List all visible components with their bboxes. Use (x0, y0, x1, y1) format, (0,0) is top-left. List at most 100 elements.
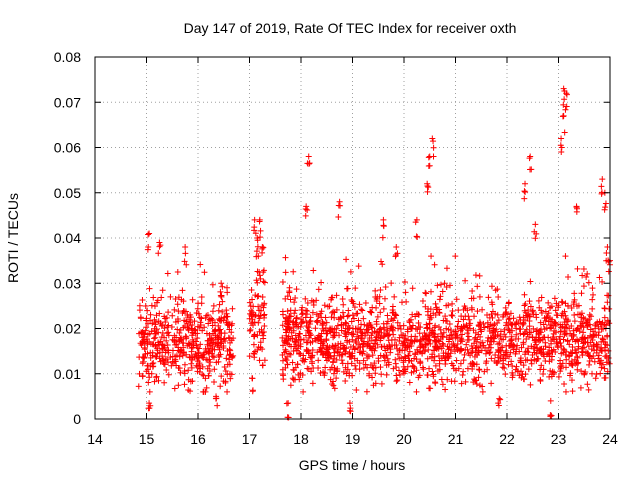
data-point (455, 318, 462, 325)
data-point (584, 270, 591, 277)
data-point (152, 330, 159, 337)
data-point (424, 372, 431, 379)
data-point (165, 371, 172, 378)
data-point (432, 300, 439, 307)
data-point (200, 351, 207, 358)
data-point (592, 375, 599, 382)
data-point (386, 341, 393, 348)
data-point (526, 298, 533, 305)
data-point (393, 372, 400, 379)
data-point (449, 300, 456, 307)
data-point (531, 356, 538, 363)
x-tick-label: 23 (551, 431, 567, 447)
data-point (155, 377, 162, 384)
data-point (229, 320, 236, 327)
x-tick-label: 18 (293, 431, 309, 447)
data-point (540, 321, 547, 328)
data-point (551, 327, 558, 334)
data-point (577, 322, 584, 329)
data-point (487, 349, 494, 356)
data-point (187, 314, 194, 321)
data-point (543, 325, 550, 332)
data-point (396, 371, 403, 378)
data-point (564, 317, 571, 324)
data-point (181, 323, 188, 330)
data-point (205, 349, 212, 356)
data-point (403, 298, 410, 305)
data-point (183, 351, 190, 358)
data-point (520, 362, 527, 369)
data-point (453, 357, 460, 364)
data-point (492, 352, 499, 359)
data-point (150, 294, 157, 301)
data-point (549, 368, 556, 375)
data-point (561, 96, 568, 103)
data-point (297, 343, 304, 350)
data-point (494, 341, 501, 348)
data-point (219, 298, 226, 305)
data-point (216, 301, 223, 308)
data-point (464, 307, 471, 314)
data-point (446, 282, 453, 289)
data-point (297, 372, 304, 379)
data-point (485, 334, 492, 341)
data-point (526, 333, 533, 340)
data-point (598, 347, 605, 354)
data-point (286, 313, 293, 320)
data-point (503, 322, 510, 329)
data-point (507, 342, 514, 349)
data-point (527, 278, 534, 285)
data-point (222, 379, 229, 386)
data-point (408, 337, 415, 344)
data-point (505, 316, 512, 323)
data-point (364, 329, 371, 336)
data-point (505, 300, 512, 307)
data-point (297, 316, 304, 323)
data-point (317, 344, 324, 351)
x-tick-label: 14 (87, 431, 103, 447)
data-point (532, 336, 539, 343)
data-point (325, 350, 332, 357)
data-point (169, 353, 176, 360)
data-point (169, 347, 176, 354)
data-point (412, 333, 419, 340)
data-point (348, 297, 355, 304)
grid-layer (95, 57, 610, 419)
data-point (581, 344, 588, 351)
data-point (522, 188, 529, 195)
data-point (422, 333, 429, 340)
data-point (567, 370, 574, 377)
data-point (286, 350, 293, 357)
data-point (171, 339, 178, 346)
data-point (208, 350, 215, 357)
data-point (173, 352, 180, 359)
data-point (309, 380, 316, 387)
data-point (509, 372, 516, 379)
data-point (257, 227, 264, 234)
data-point (566, 325, 573, 332)
data-point (197, 261, 204, 268)
data-point (138, 330, 145, 337)
data-point (500, 360, 507, 367)
data-point (529, 307, 536, 314)
data-point (506, 353, 513, 360)
data-point (147, 317, 154, 324)
data-point (310, 364, 317, 371)
data-point (601, 365, 608, 372)
data-point (437, 293, 444, 300)
data-point (251, 354, 258, 361)
data-point (406, 318, 413, 325)
data-point (534, 347, 541, 354)
data-point (293, 286, 300, 293)
data-point (206, 356, 213, 363)
data-point (358, 306, 365, 313)
data-point (476, 293, 483, 300)
data-point (257, 275, 264, 282)
data-point (304, 308, 311, 315)
data-point (284, 340, 291, 347)
data-point (152, 321, 159, 328)
data-point (148, 370, 155, 377)
data-point (533, 341, 540, 348)
data-point (379, 261, 386, 268)
data-point (260, 301, 267, 308)
